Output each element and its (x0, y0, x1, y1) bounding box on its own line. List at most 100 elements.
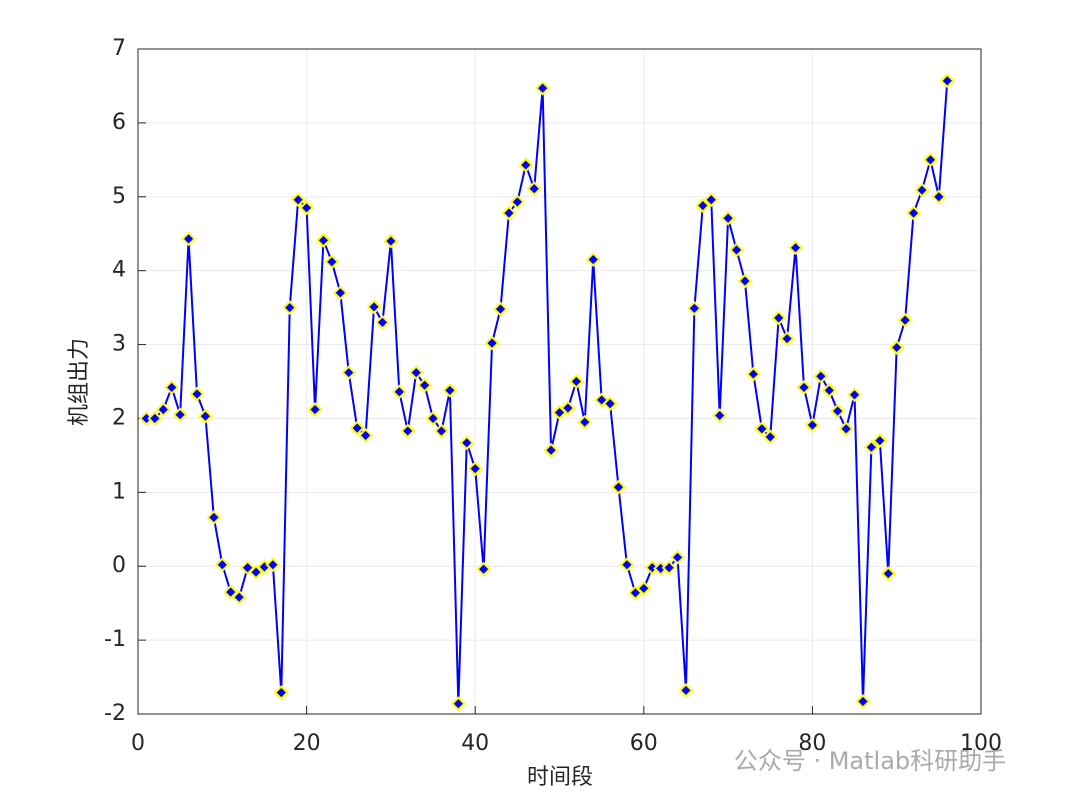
marker (863, 439, 879, 455)
y-tick-label: -1 (104, 627, 126, 652)
marker (408, 365, 424, 381)
marker (771, 310, 787, 326)
marker (341, 365, 357, 381)
marker (282, 300, 298, 316)
marker (147, 411, 163, 426)
x-tick-label: 0 (131, 731, 145, 756)
marker (720, 210, 736, 226)
marker (703, 192, 719, 208)
marker (678, 682, 694, 698)
marker (695, 198, 711, 214)
marker (214, 557, 230, 573)
marker (290, 192, 306, 208)
marker (906, 205, 921, 221)
marker (855, 694, 871, 709)
plot-frame (137, 48, 982, 715)
marker (838, 421, 854, 437)
marker (804, 417, 820, 433)
y-tick-label: -2 (104, 701, 126, 726)
y-tick-label: 1 (112, 479, 126, 504)
marker (231, 589, 247, 605)
x-tick-label: 80 (798, 731, 826, 756)
y-tick-label: 3 (112, 332, 126, 357)
marker (349, 420, 365, 436)
marker (872, 433, 888, 449)
marker (181, 231, 196, 247)
marker (585, 252, 601, 267)
marker (560, 400, 576, 416)
marker (636, 580, 652, 596)
marker (577, 414, 593, 430)
y-tick-label: 5 (112, 184, 126, 209)
marker (509, 194, 525, 210)
marker (762, 429, 778, 445)
marker (417, 377, 433, 393)
y-tick-label: 4 (112, 258, 126, 283)
marker (316, 232, 331, 248)
marker (442, 382, 458, 398)
marker (526, 181, 542, 197)
y-tick-label: 7 (112, 36, 126, 61)
marker (889, 340, 905, 355)
marker (391, 384, 407, 400)
marker (450, 696, 466, 712)
marker (358, 428, 374, 443)
marker (745, 366, 761, 382)
marker (476, 561, 492, 577)
marker (661, 560, 677, 576)
marker (813, 368, 829, 384)
marker (754, 421, 770, 437)
marker (189, 386, 205, 402)
marker (425, 411, 441, 426)
marker (729, 242, 744, 258)
watermark: 公众号 · Matlab科研助手 (734, 747, 1006, 775)
marker (400, 423, 416, 439)
y-tick-label: 6 (112, 110, 126, 135)
marker (796, 379, 812, 395)
marker (619, 557, 635, 573)
line (146, 80, 949, 704)
marker (602, 396, 618, 412)
x-tick-label: 20 (293, 731, 321, 756)
marker (788, 240, 803, 256)
marker (779, 331, 795, 347)
marker (299, 200, 315, 216)
marker (568, 374, 584, 389)
y-tick-label: 2 (112, 405, 126, 430)
x-tick-label: 100 (960, 731, 1002, 756)
marker (737, 273, 753, 289)
marker (821, 382, 837, 398)
marker (931, 189, 947, 205)
marker (897, 312, 913, 328)
marker (611, 479, 626, 495)
marker (847, 387, 862, 403)
marker (366, 299, 382, 315)
y-axis-label: 机组出力 (67, 338, 92, 426)
marker (939, 73, 955, 89)
x-tick-label: 60 (630, 731, 658, 756)
marker (155, 402, 171, 417)
marker (332, 285, 348, 301)
marker (543, 442, 559, 458)
x-tick-label: 40 (461, 731, 489, 756)
marker (493, 301, 508, 317)
marker (923, 152, 938, 168)
marker (880, 566, 896, 582)
marker (830, 403, 846, 419)
marker (434, 423, 449, 439)
marker (712, 408, 728, 423)
marker (248, 564, 264, 580)
marker (914, 182, 930, 198)
marker (383, 233, 399, 249)
marker (535, 80, 551, 96)
marker (467, 461, 483, 477)
marker (172, 407, 188, 423)
marker (273, 685, 289, 700)
marker (198, 408, 213, 424)
marker (307, 402, 323, 417)
y-tick-label: 0 (112, 553, 126, 578)
marker (670, 549, 685, 565)
marker (206, 510, 222, 525)
